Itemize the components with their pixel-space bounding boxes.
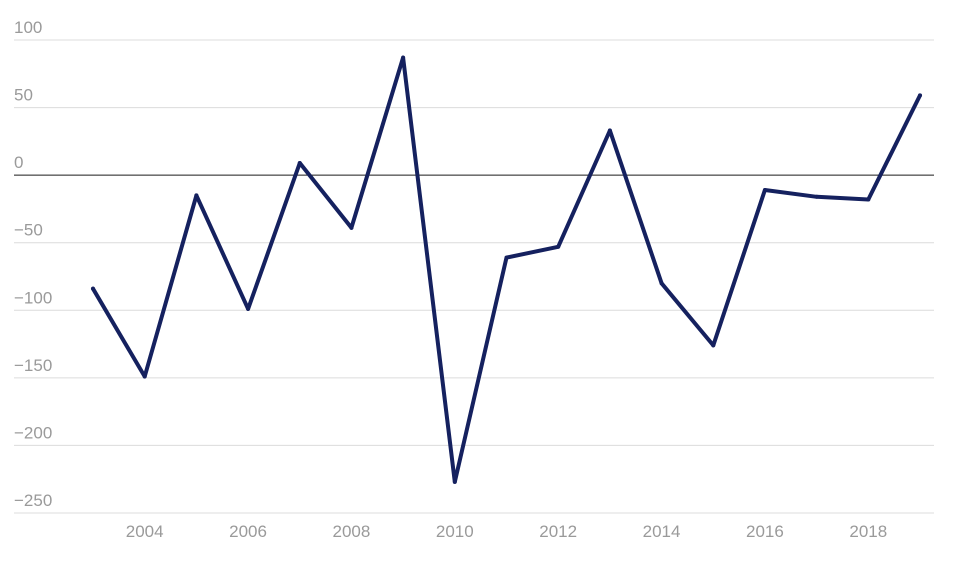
- data-point: [452, 479, 457, 484]
- x-tick-label: 2014: [643, 522, 681, 541]
- y-tick-label: −100: [14, 288, 52, 307]
- x-tick-label: 2006: [229, 522, 267, 541]
- grid-lines: [14, 39, 934, 514]
- y-tick-label: 0: [14, 153, 23, 172]
- data-point: [349, 225, 354, 230]
- data-point: [918, 93, 922, 98]
- y-tick-label: −250: [14, 491, 52, 510]
- x-tick-label: 2010: [436, 522, 474, 541]
- series-layer: [91, 55, 922, 484]
- y-tick-label: −50: [14, 221, 43, 240]
- y-tick-label: −150: [14, 356, 52, 375]
- data-point: [91, 286, 95, 291]
- data-point: [711, 343, 716, 348]
- data-point: [194, 193, 199, 198]
- x-tick-label: 2012: [539, 522, 577, 541]
- data-point: [297, 160, 302, 165]
- y-tick-label: 50: [14, 86, 33, 105]
- x-tick-label: 2004: [126, 522, 164, 541]
- data-point: [814, 194, 819, 199]
- data-point: [142, 374, 147, 379]
- data-point: [762, 188, 767, 193]
- x-axis-tick-labels: 2004 2006 2008 2010 2012 2014 2016 2018: [126, 522, 887, 541]
- x-tick-label: 2016: [746, 522, 784, 541]
- data-point: [659, 281, 664, 286]
- data-point: [504, 255, 509, 260]
- data-point: [401, 55, 406, 60]
- y-tick-label: 100: [14, 18, 42, 37]
- data-point: [607, 128, 612, 133]
- x-tick-label: 2008: [333, 522, 371, 541]
- y-tick-label: −200: [14, 423, 52, 442]
- data-point: [866, 197, 871, 202]
- data-point: [246, 306, 251, 311]
- x-tick-label: 2018: [849, 522, 887, 541]
- y-axis-tick-labels: 100 50 0 −50 −100 −150 −200 −250: [14, 18, 52, 510]
- series-line-0: [91, 55, 922, 484]
- data-point: [556, 244, 561, 249]
